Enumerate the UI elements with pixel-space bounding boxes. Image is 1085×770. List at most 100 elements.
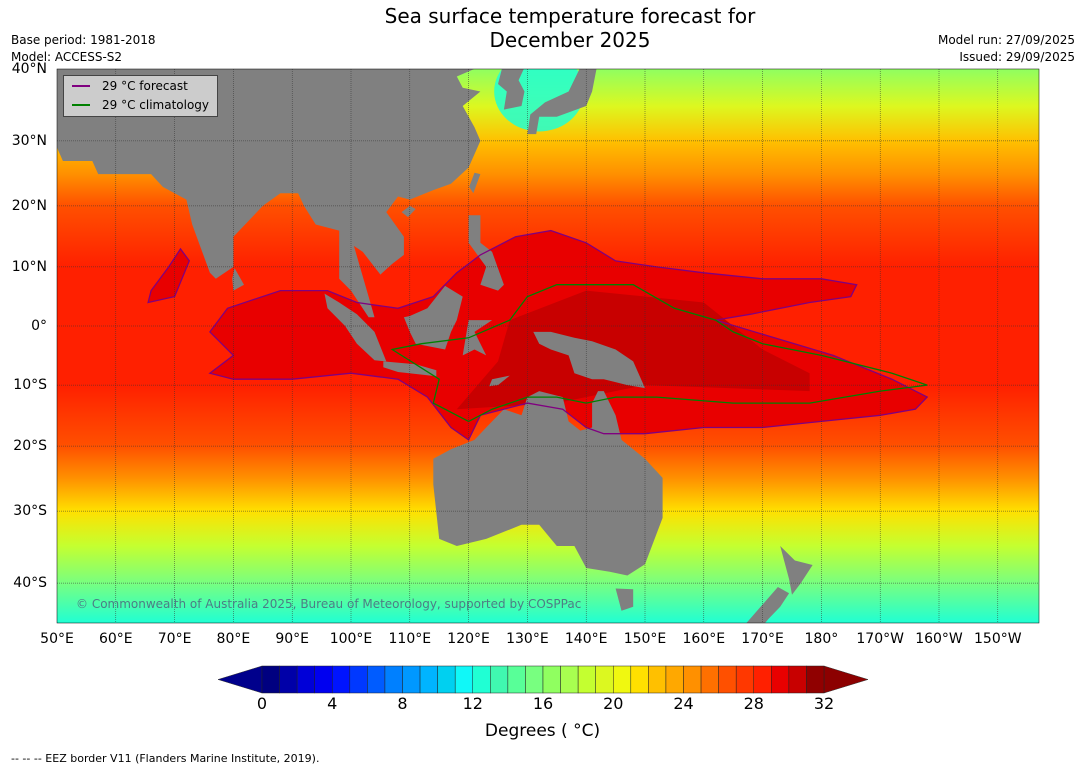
copyright-notice: © Commonwealth of Australia 2025, Bureau… <box>76 597 582 611</box>
colorbar-swatch <box>507 665 526 694</box>
warm-pool-30c <box>456 290 810 410</box>
forecast-29c-contour <box>208 229 929 441</box>
land-sumatra <box>324 293 387 362</box>
longitude-label: 160°W <box>915 631 963 647</box>
colorbar-under-extension <box>217 665 263 694</box>
colorbar-tick-label: 32 <box>813 694 835 713</box>
land-korea <box>498 69 525 110</box>
colorbar-tick-label: 8 <box>397 694 408 713</box>
colorbar-swatch <box>525 665 544 694</box>
colorbar-swatch <box>665 665 684 694</box>
land-nz-south <box>746 587 790 623</box>
map-frame <box>56 68 1040 624</box>
issued-date: Issued: 29/09/2025 <box>959 50 1075 64</box>
colorbar-swatch <box>454 665 473 694</box>
colorbar-swatch <box>560 665 579 694</box>
latitude-label: 40°N <box>11 60 47 77</box>
longitude-label: 50°E <box>40 631 74 647</box>
land-hainan <box>401 205 416 218</box>
latitude-label: 0° <box>31 318 47 334</box>
colorbar-tick-label: 24 <box>673 694 694 713</box>
longitude-label: 80°E <box>216 631 251 647</box>
legend-forecast: 29 °C forecast <box>72 79 188 93</box>
land-new-guinea <box>533 331 645 389</box>
land-asia <box>57 69 481 318</box>
longitude-label: 110°E <box>388 631 432 647</box>
colorbar-swatch <box>753 665 772 694</box>
colorbar-swatch <box>314 665 333 694</box>
map-legend: 29 °C forecast 29 °C climatology <box>63 75 218 117</box>
meta-right: Model run: 27/09/2025 Issued: 29/09/2025 <box>938 32 1075 66</box>
colorbar-swatch <box>683 665 702 694</box>
colorbar-swatch <box>279 665 298 694</box>
longitude-label: 90°E <box>275 631 310 647</box>
colorbar-swatch <box>402 665 421 694</box>
land-sri-lanka <box>232 268 244 291</box>
latitude-label: 10°N <box>11 258 47 275</box>
colorbar-swatch <box>437 665 456 694</box>
page-title: Sea surface temperature forecast for Dec… <box>0 4 1085 52</box>
title-line-1: Sea surface temperature forecast for <box>384 4 756 28</box>
colorbar-swatch <box>349 665 368 694</box>
colorbar-swatch <box>630 665 649 694</box>
footnote: -- -- -- EEZ border V11 (Flanders Marine… <box>11 752 320 765</box>
colorbar-tick-label: 28 <box>743 694 764 713</box>
legend-climatology-label: 29 °C climatology <box>102 98 210 112</box>
longitude-label: 60°E <box>98 631 133 647</box>
legend-climatology: 29 °C climatology <box>72 98 209 112</box>
climatology-line-swatch <box>72 104 90 106</box>
colorbar-tick-label: 12 <box>462 694 483 713</box>
land-philippines <box>468 215 504 291</box>
longitude-label: 150°E <box>623 631 667 647</box>
colorbar-swatch <box>613 665 632 694</box>
latitude-label: 10°S <box>13 377 47 394</box>
longitude-label: 130°E <box>506 631 549 647</box>
forecast-line-swatch <box>72 85 90 87</box>
colorbar-swatch <box>472 665 491 694</box>
longitude-label: 170°E <box>741 631 784 647</box>
latitude-label: 30°N <box>11 132 47 149</box>
colorbar-swatch <box>332 665 351 694</box>
longitude-label: 180° <box>804 631 839 647</box>
forecast-29c-contour-arabian <box>147 247 191 304</box>
colorbar-swatch <box>296 665 315 694</box>
colorbar-swatch <box>788 665 807 694</box>
colorbar-tick-label: 4 <box>327 694 338 713</box>
base-period: Base period: 1981-2018 <box>11 33 156 47</box>
model-run: Model run: 27/09/2025 <box>937 33 1075 47</box>
land-taiwan <box>469 172 481 194</box>
land-borneo <box>403 285 463 350</box>
colorbar-swatch <box>735 665 754 694</box>
longitude-label: 70°E <box>157 631 192 647</box>
colorbar-swatch <box>771 665 790 694</box>
land-tasmania <box>615 588 634 611</box>
longitude-label: 150°W <box>974 631 1022 647</box>
colorbar-tick-label: 0 <box>256 694 268 713</box>
colorbar-swatch <box>700 665 719 694</box>
longitude-label: 100°E <box>329 631 373 647</box>
colorbar-swatch <box>542 665 561 694</box>
land-nz-north <box>780 546 813 595</box>
colorbar-tick-label: 20 <box>603 694 624 713</box>
colorbar-label: Degrees ( °C) <box>484 721 601 741</box>
colorbar-swatch <box>806 665 825 694</box>
colorbar-swatch <box>577 665 596 694</box>
latitude-label: 40°S <box>13 575 47 592</box>
latitude-label: 20°N <box>11 197 47 214</box>
colorbar-tick-label: 16 <box>532 694 554 713</box>
longitude-label: 140°E <box>564 631 608 647</box>
colorbar-swatch <box>419 665 438 694</box>
colorbar-swatch <box>595 665 614 694</box>
colorbar-over-extension <box>823 665 869 694</box>
colorbar-swatch <box>384 665 403 694</box>
colorbar-swatch <box>367 665 386 694</box>
land-japan <box>527 69 597 135</box>
land-sulawesi <box>462 320 493 356</box>
latitude-label: 30°S <box>13 503 47 520</box>
longitude-label: 160°E <box>682 631 726 647</box>
warm-pool-arabian-sea <box>148 248 190 303</box>
longitude-label: 120°E <box>447 631 490 647</box>
title-line-2: December 2025 <box>489 28 651 52</box>
colorbar-swatch <box>648 665 667 694</box>
